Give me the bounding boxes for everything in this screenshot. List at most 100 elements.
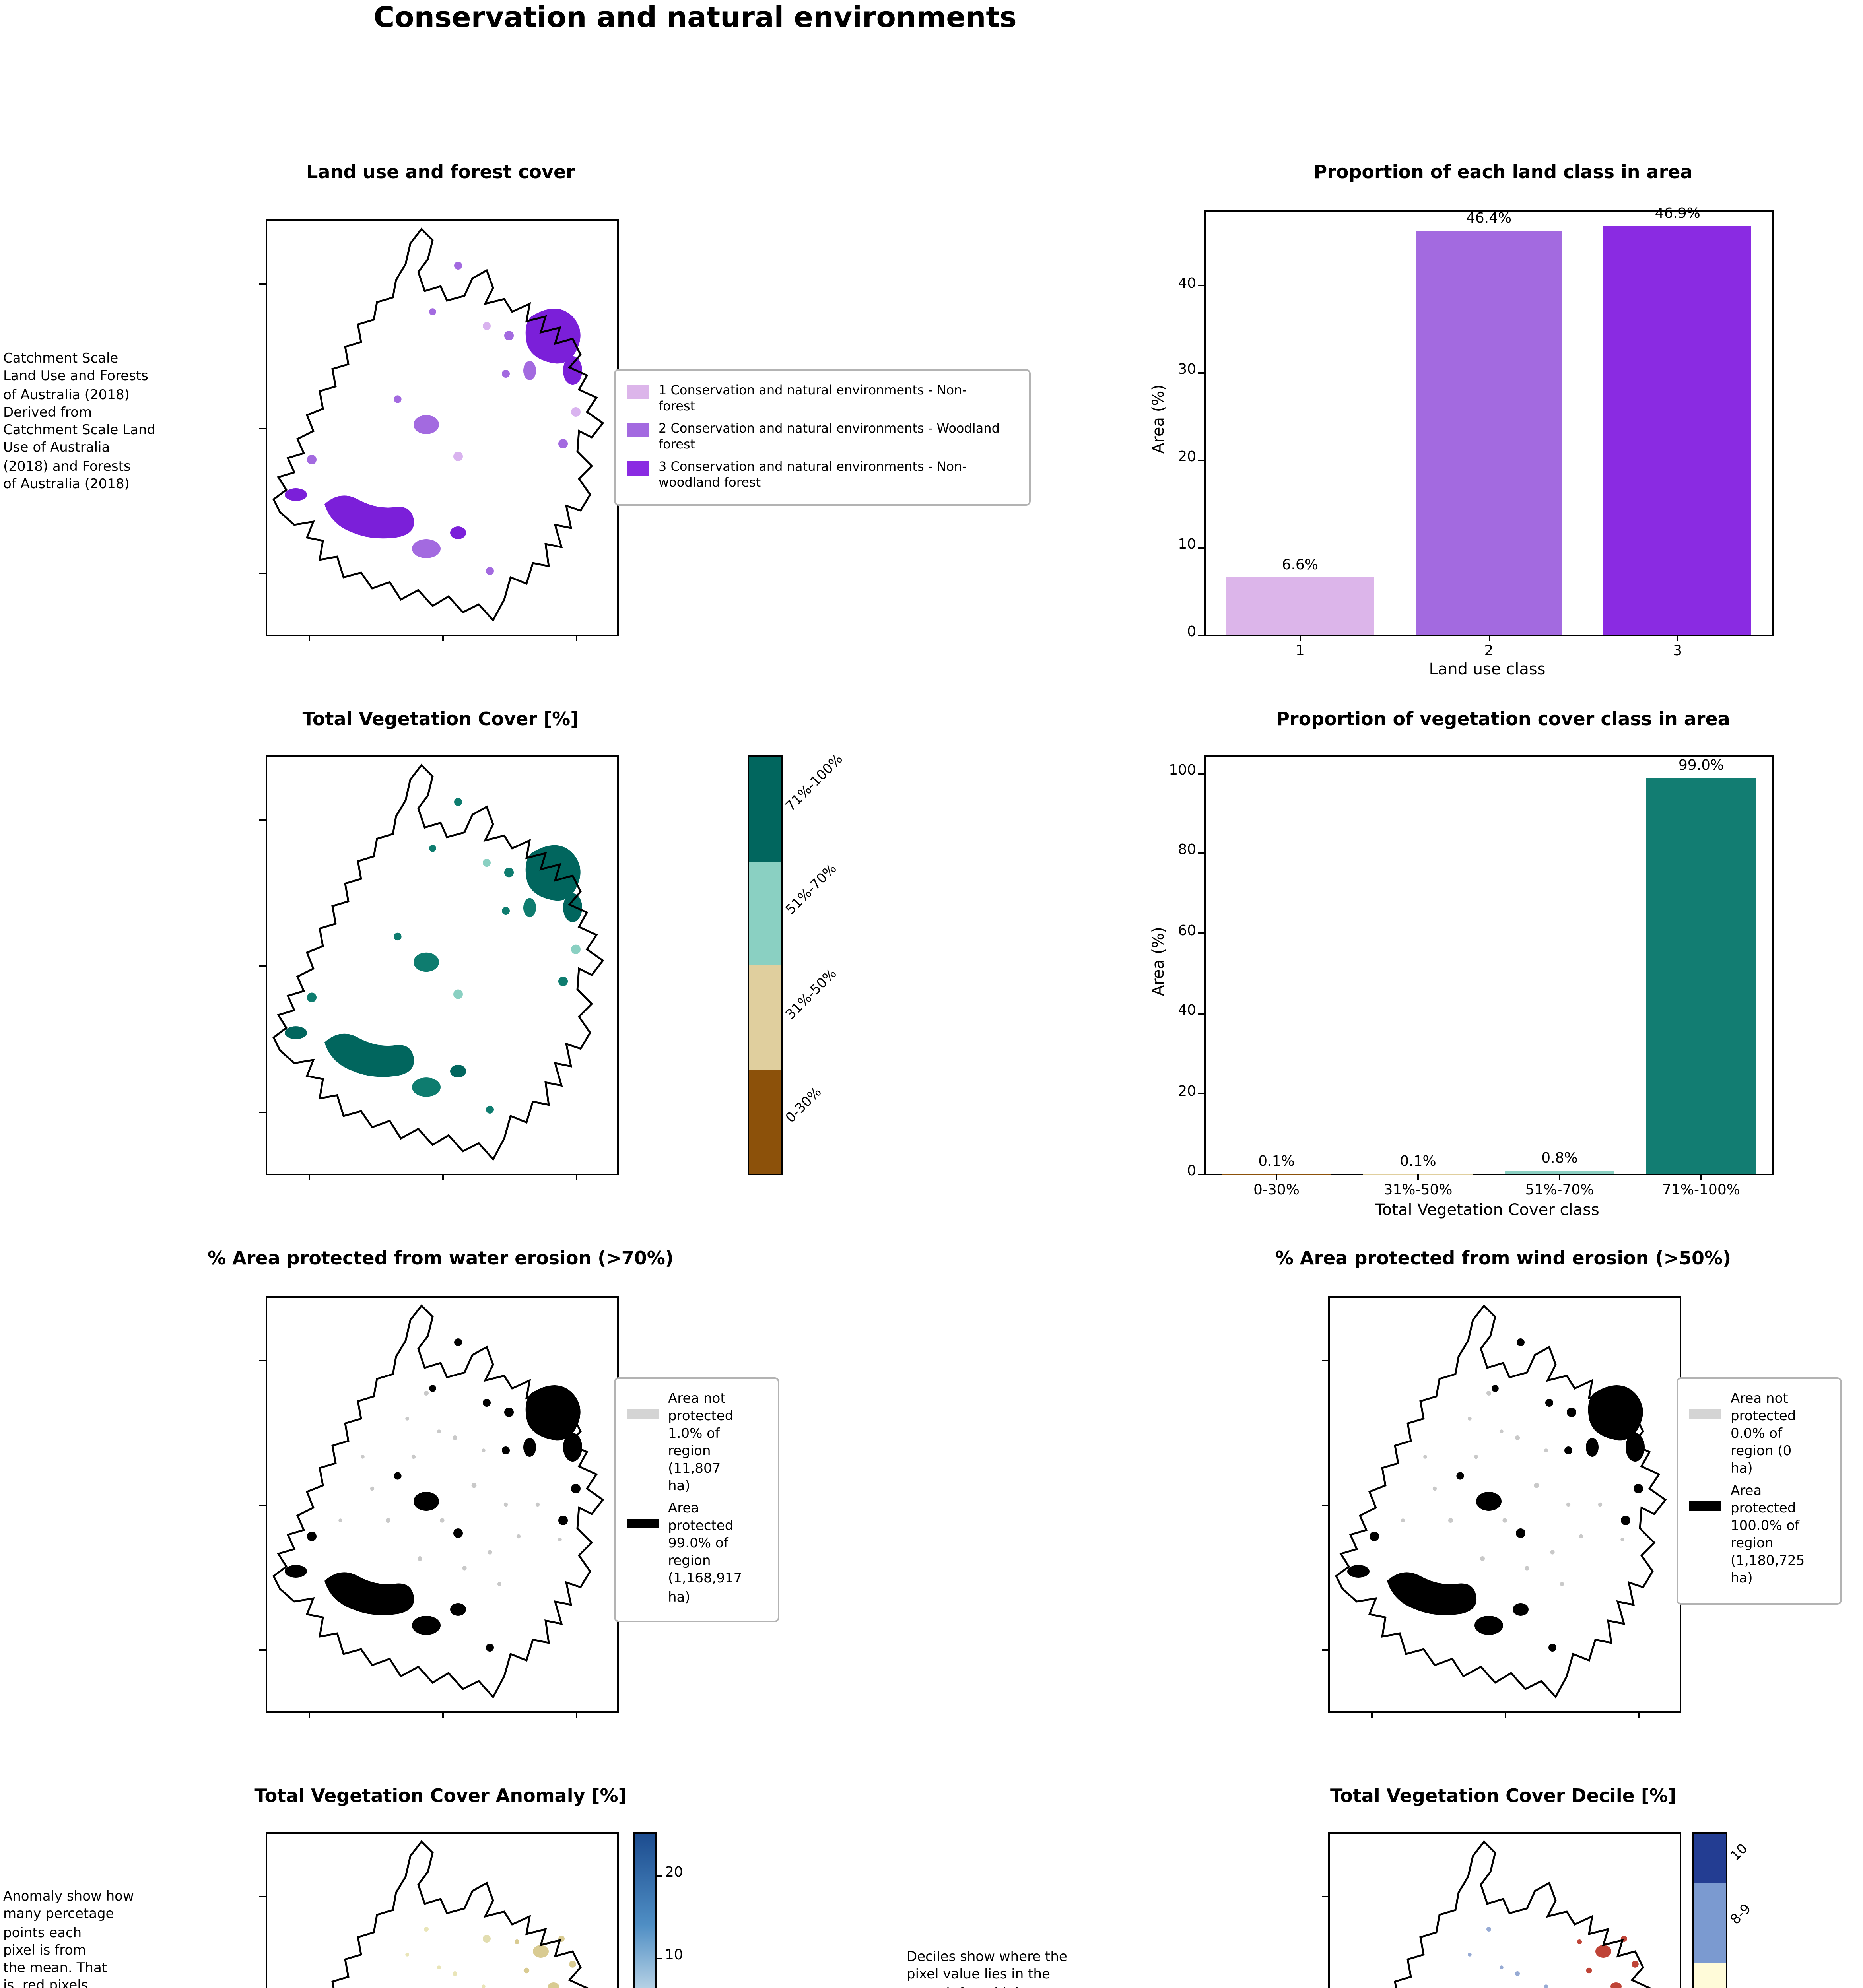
y-tick	[1198, 772, 1206, 774]
catchment-map-icon	[1330, 1834, 1680, 1988]
y-tick	[1198, 1012, 1206, 1014]
bar	[1363, 1173, 1473, 1174]
bar	[1221, 1173, 1332, 1174]
anomaly-note: Anomaly show how many percetage points e…	[3, 1889, 134, 1988]
bar	[1415, 230, 1563, 635]
axis-tick	[259, 1649, 267, 1651]
legend-label: Area protected 99.0% of region (1,168,91…	[668, 1502, 742, 1606]
legend-swatch	[627, 1519, 659, 1529]
wind-erosion-legend: Area not protected 0.0% of region (0 ha)…	[1677, 1377, 1842, 1604]
y-tick	[1198, 372, 1206, 374]
x-tick	[1677, 635, 1678, 641]
vegclass-chart-xlabel: Total Vegetation Cover class	[1375, 1202, 1599, 1220]
legend-swatch	[627, 1409, 659, 1419]
axis-tick	[259, 428, 267, 429]
bar-value-label: 6.6%	[1282, 558, 1319, 574]
legend-label: 3 Conservation and natural environments …	[659, 459, 967, 490]
axis-tick	[259, 1896, 267, 1897]
colorbar-tick-label: 10	[665, 1948, 683, 1964]
y-tick-label: 20	[1178, 1084, 1196, 1100]
x-tick	[1417, 1174, 1419, 1180]
x-tick	[1276, 1174, 1277, 1180]
bar	[1604, 225, 1751, 635]
bar-value-label: 46.9%	[1655, 206, 1700, 223]
y-tick-label: 80	[1178, 843, 1196, 860]
legend-swatch	[627, 423, 649, 437]
water-erosion-title: % Area protected from water erosion (>70…	[208, 1247, 674, 1269]
colorbar-segment	[749, 1070, 781, 1174]
axis-tick	[442, 1174, 444, 1180]
y-tick-label: 10	[1178, 538, 1196, 554]
y-tick-label: 40	[1178, 1004, 1196, 1020]
legend-swatch	[1689, 1501, 1721, 1511]
colorbar-tick	[655, 1874, 662, 1876]
colorbar-label: 10	[1728, 1840, 1752, 1864]
vegclass-chart-title: Proportion of vegetation cover class in …	[1276, 708, 1730, 730]
wind-erosion-title: % Area protected from wind erosion (>50%…	[1275, 1247, 1731, 1269]
colorbar-segment	[1694, 1962, 1726, 1988]
landclass-bar-chart: 0 10 20 30 40 6.6% 1 46.4% 2 46.9% 3	[1178, 206, 1774, 660]
y-tick	[1198, 546, 1206, 548]
colorbar-label: 0-30%	[783, 1085, 826, 1128]
legend-label: Area protected 100.0% of region (1,180,7…	[1731, 1484, 1805, 1588]
colorbar-segment	[749, 861, 781, 965]
landclass-chart-xlabel: Land use class	[1429, 662, 1546, 679]
colorbar-tick	[655, 1957, 662, 1959]
catchment-map-icon	[267, 1298, 617, 1711]
y-tick-label: 20	[1178, 450, 1196, 467]
legend-item: 2 Conservation and natural environments …	[627, 421, 1018, 454]
axis-tick	[1322, 1360, 1330, 1361]
vegclass-bar-chart: 0 20 40 60 80 100 0.1% 0-30% 0.1% 31%-50% 0.8% 51%-…	[1169, 755, 1774, 1199]
x-tick-label: 31%-50%	[1383, 1183, 1453, 1199]
y-tick	[1198, 932, 1206, 934]
legend-label: Area not protected 0.0% of region (0 ha)	[1731, 1392, 1796, 1478]
water-erosion-legend: Area not protected 1.0% of region (11,80…	[614, 1377, 779, 1622]
legend-swatch	[627, 385, 649, 399]
legend-item: 1 Conservation and natural environments …	[627, 383, 1018, 416]
catchment-map-icon	[267, 757, 617, 1174]
y-tick	[1198, 634, 1206, 635]
wind-erosion-map	[1322, 1296, 1681, 1718]
axis-tick	[442, 1711, 444, 1718]
bar-value-label: 0.8%	[1541, 1151, 1578, 1167]
axis-tick	[1322, 1649, 1330, 1651]
axis-tick	[1505, 1711, 1506, 1718]
landuse-source-note: Catchment Scale Land Use and Forests of …	[3, 351, 156, 493]
axis-tick	[259, 1111, 267, 1113]
axis-tick	[259, 965, 267, 967]
axis-tick	[259, 1505, 267, 1506]
legend-item: Area protected 99.0% of region (1,168,91…	[627, 1502, 767, 1607]
y-tick-label: 0	[1187, 625, 1196, 641]
catchment-map-icon	[1330, 1298, 1680, 1711]
axis-tick	[259, 573, 267, 574]
landuse-legend: 1 Conservation and natural environments …	[614, 369, 1031, 507]
colorbar-label: 71%-100%	[783, 751, 847, 815]
x-tick-label: 0-30%	[1253, 1183, 1300, 1199]
colorbar-segment	[749, 965, 781, 1070]
veg-cover-colorbar: 71%-100% 51%-70% 31%-50% 0-30%	[748, 751, 847, 1175]
y-tick	[1198, 1093, 1206, 1095]
x-tick-label: 51%-70%	[1525, 1183, 1594, 1199]
axis-tick	[1322, 1896, 1330, 1897]
water-erosion-map	[259, 1296, 619, 1718]
anomaly-map-title: Total Vegetation Cover Anomaly [%]	[254, 1784, 627, 1807]
colorbar-label: 51%-70%	[783, 862, 841, 919]
x-tick-label: 2	[1484, 644, 1494, 660]
axis-tick	[309, 1174, 311, 1180]
axis-tick	[1322, 1505, 1330, 1506]
y-tick-label: 60	[1178, 924, 1196, 940]
bar-value-label: 0.1%	[1258, 1154, 1295, 1170]
x-tick-label: 71%-100%	[1662, 1183, 1740, 1199]
land-use-map	[259, 219, 619, 641]
axis-tick	[575, 1711, 577, 1718]
bar-value-label: 99.0%	[1678, 758, 1724, 774]
legend-item: Area not protected 0.0% of region (0 ha)	[1689, 1392, 1829, 1479]
y-tick-label: 100	[1169, 763, 1196, 780]
x-tick	[1299, 635, 1301, 641]
legend-item: Area not protected 1.0% of region (11,80…	[627, 1392, 767, 1497]
x-tick-label: 3	[1673, 644, 1682, 660]
legend-label: 1 Conservation and natural environments …	[659, 383, 967, 414]
x-tick	[1559, 1174, 1560, 1180]
bar	[1226, 577, 1374, 635]
